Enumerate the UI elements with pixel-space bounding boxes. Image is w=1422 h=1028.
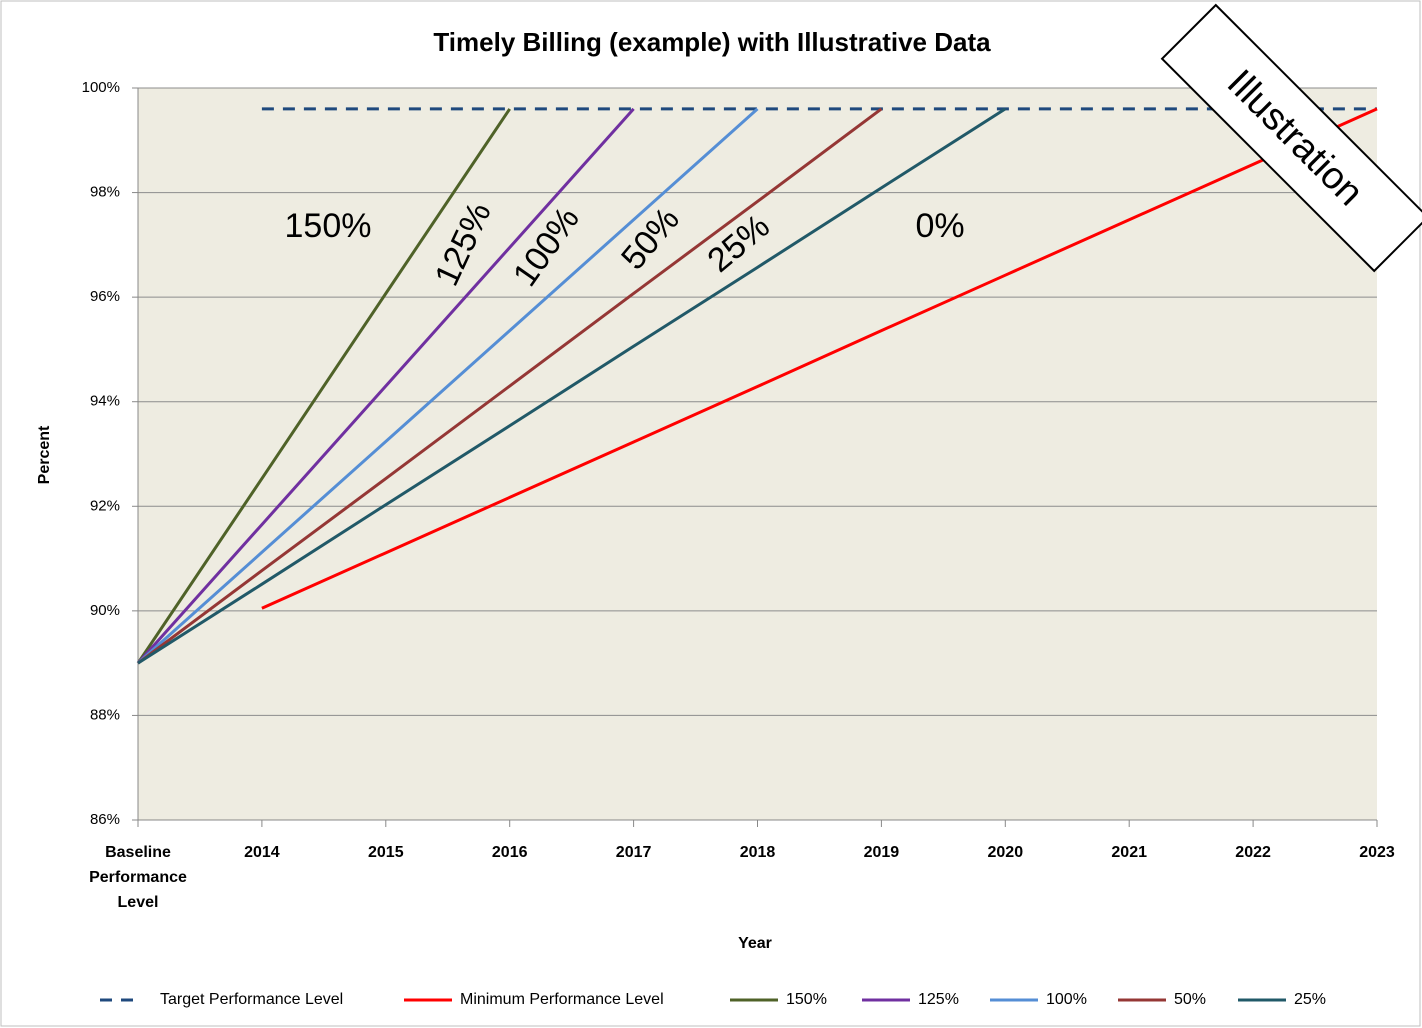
x-tick-label: 2022 (1235, 844, 1271, 861)
series-line (261, 107, 1378, 610)
series-line (137, 107, 883, 665)
legend-label: 100% (1046, 991, 1087, 1008)
chart-title: Timely Billing (example) with Illustrati… (433, 27, 991, 57)
annotation: 0% (915, 207, 964, 245)
series-line (137, 107, 1007, 665)
legend-label: Target Performance Level (160, 991, 343, 1008)
x-tick-label: 2019 (863, 844, 900, 861)
series-line (136, 107, 635, 665)
plot-area (138, 88, 1377, 820)
y-axis-title: Percent (36, 425, 53, 484)
x-axis-title: Year (738, 935, 772, 952)
x-tick-label: 2016 (491, 844, 528, 861)
y-tick-label: 94% (90, 393, 120, 410)
legend-label: 125% (918, 991, 959, 1008)
y-tick-label: 90% (90, 602, 120, 619)
x-tick-label: 2014 (244, 844, 280, 861)
y-tick-label: 86% (90, 811, 120, 828)
y-tick-label: 98% (90, 184, 120, 201)
legend-label: Minimum Performance Level (460, 991, 664, 1008)
legend-label: 50% (1174, 991, 1206, 1008)
y-tick-label: 92% (90, 497, 120, 514)
legend-label: 25% (1294, 991, 1326, 1008)
series-line (136, 108, 511, 664)
annotation: 150% (285, 207, 372, 245)
x-tick-label: 2018 (739, 844, 776, 861)
x-tick-label: 2021 (1111, 844, 1147, 861)
x-tick-label: 2015 (368, 844, 404, 861)
x-tick-label: Baseline Performance Level (89, 844, 187, 911)
x-tick-label: 2017 (615, 844, 652, 861)
y-tick-label: 88% (90, 706, 120, 723)
legend-label: 150% (786, 991, 827, 1008)
y-tick-label: 96% (90, 288, 120, 305)
series-line (136, 107, 759, 665)
stamp-box (1160, 3, 1422, 273)
x-tick-label: 2023 (1359, 844, 1395, 861)
x-tick-label: 2020 (987, 844, 1024, 861)
y-tick-label: 100% (82, 79, 120, 96)
